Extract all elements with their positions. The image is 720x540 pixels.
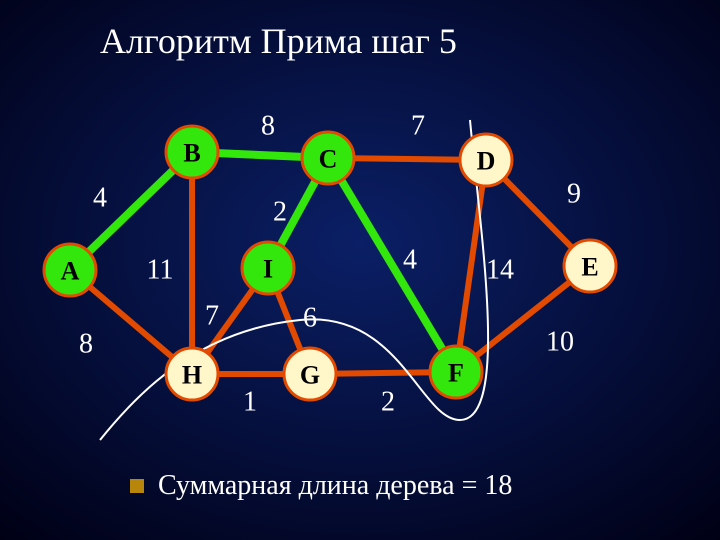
node-H: H bbox=[166, 348, 218, 400]
node-label-H: H bbox=[182, 361, 202, 390]
node-label-B: B bbox=[183, 139, 200, 168]
edge-weight-D-E: 9 bbox=[567, 178, 581, 209]
slide-stage: 4 8 7 9 8 11 2 4 14 10 7 6 1 2 A B C D E F G H I Алгоритм Прим… bbox=[0, 0, 720, 540]
slide-title: Алгоритм Прима шаг 5 bbox=[100, 20, 457, 62]
node-label-E: E bbox=[581, 253, 598, 282]
edge-weight-H-G: 1 bbox=[243, 386, 257, 417]
edge-weight-E-F: 10 bbox=[546, 326, 574, 357]
node-G: G bbox=[284, 348, 336, 400]
edge-weight-D-F: 14 bbox=[486, 254, 514, 285]
node-label-F: F bbox=[448, 359, 464, 388]
bullet-icon bbox=[130, 479, 144, 493]
slide-footer: Суммарная длина дерева = 18 bbox=[130, 470, 512, 502]
node-label-G: G bbox=[300, 361, 320, 390]
graph-svg: 4 8 7 9 8 11 2 4 14 10 7 6 1 2 A B C D E F G H I bbox=[0, 0, 720, 540]
node-I: I bbox=[242, 242, 294, 294]
node-label-A: A bbox=[61, 257, 80, 286]
edge-weight-I-G: 6 bbox=[303, 302, 317, 333]
footer-text: Суммарная длина дерева = 18 bbox=[158, 470, 512, 502]
edge-weight-C-I: 2 bbox=[273, 196, 287, 227]
edge-weight-G-F: 2 bbox=[381, 386, 395, 417]
edge-weight-B-C: 8 bbox=[261, 110, 275, 141]
node-label-I: I bbox=[263, 255, 273, 284]
node-C: C bbox=[302, 132, 354, 184]
node-E: E bbox=[564, 240, 616, 292]
edge-weight-B-H: 11 bbox=[147, 254, 174, 285]
edge-weight-C-F: 4 bbox=[403, 244, 417, 275]
node-B: B bbox=[166, 126, 218, 178]
edge-weight-A-B: 4 bbox=[93, 182, 107, 213]
edge-weight-A-H: 8 bbox=[79, 328, 93, 359]
edge-weight-H-I: 7 bbox=[205, 300, 219, 331]
node-A: A bbox=[44, 244, 96, 296]
node-label-D: D bbox=[477, 147, 496, 176]
node-F: F bbox=[430, 346, 482, 398]
node-label-C: C bbox=[319, 145, 338, 174]
edge-weight-C-D: 7 bbox=[411, 110, 425, 141]
node-D: D bbox=[460, 134, 512, 186]
